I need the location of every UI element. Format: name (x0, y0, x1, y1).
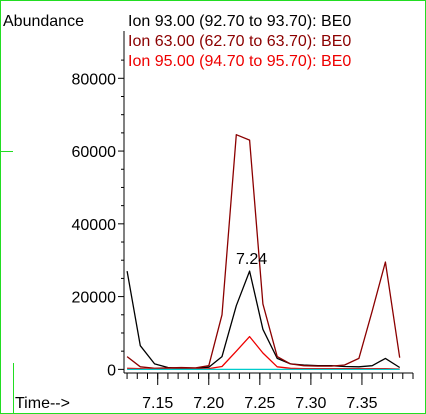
y-tick-label: 60000 (72, 144, 117, 161)
y-tick-label: 40000 (72, 217, 117, 234)
x-tick-label: 7.15 (142, 395, 173, 412)
legend-entry-2: Ion 63.00 (62.70 to 63.70): BE0 (128, 33, 351, 50)
axes: 0 20000 40000 60000 80000 7.15 7.20 7.25 7.30 7.3… (72, 31, 414, 412)
y-tick-label: 0 (107, 362, 116, 379)
x-tick-label: 7.35 (346, 395, 377, 412)
annotations: 7.24 (236, 251, 267, 268)
y-axis-label: Abundance (3, 13, 84, 30)
peak-label: 7.24 (236, 251, 267, 268)
y-tick-label: 80000 (72, 71, 117, 88)
x-tick-label: 7.30 (295, 395, 326, 412)
series-line-3 (127, 337, 400, 369)
x-tick-label: 7.25 (244, 395, 275, 412)
legend: Ion 93.00 (92.70 to 93.70): BE0 Ion 63.00… (128, 13, 351, 70)
x-axis-label: Time--> (15, 395, 70, 412)
y-tick-label: 20000 (72, 290, 117, 307)
legend-entry-3: Ion 95.00 (94.70 to 95.70): BE0 (128, 53, 351, 70)
x-tick-label: 7.20 (193, 395, 224, 412)
legend-entry-1: Ion 93.00 (92.70 to 93.70): BE0 (128, 13, 351, 30)
